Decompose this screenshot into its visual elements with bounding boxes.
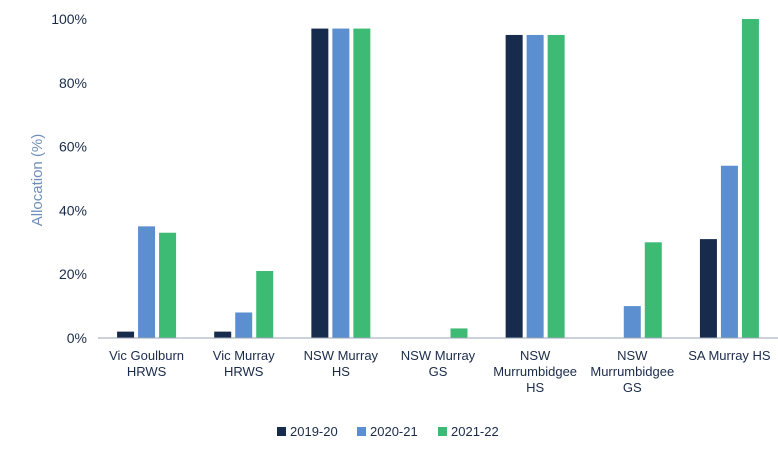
x-category-label: NSW Murrumbidgee HS: [493, 348, 577, 395]
bar: [159, 232, 177, 338]
x-axis-labels: Vic Goulburn HRWS Vic Murray HRWS NSW Murray…: [109, 348, 771, 395]
bar: [505, 34, 523, 338]
bar: [332, 28, 350, 338]
y-tick-label: 20%: [59, 266, 87, 282]
x-category-label: Vic Murray HRWS: [213, 348, 275, 379]
legend-label: 2019-20: [290, 424, 338, 439]
y-axis-label: Allocation (%): [29, 134, 46, 227]
x-category-label: NSW Murray GS: [401, 348, 476, 379]
legend-swatch: [357, 427, 366, 436]
y-tick-label: 80%: [59, 75, 87, 91]
y-tick-label: 100%: [51, 11, 87, 27]
x-category-label: SA Murray HS: [688, 348, 771, 363]
bar: [138, 226, 156, 338]
bar: [720, 165, 738, 338]
bar: [256, 271, 274, 338]
legend: 2019-20 2020-21 2021-22: [277, 424, 499, 439]
bar: [450, 328, 468, 338]
bar: [353, 28, 371, 338]
y-tick-label: 60%: [59, 139, 87, 155]
bar: [235, 312, 253, 338]
bar: [311, 28, 329, 338]
bar: [699, 239, 717, 338]
y-tick-label: 40%: [59, 202, 87, 218]
legend-label: 2020-21: [370, 424, 418, 439]
legend-label: 2021-22: [451, 424, 499, 439]
x-category-label: NSW Murray HS: [304, 348, 379, 379]
bar: [547, 34, 565, 338]
bar: [741, 19, 759, 338]
x-category-label: NSW Murrumbidgee GS: [590, 348, 674, 395]
bar: [623, 306, 641, 338]
bars: [117, 19, 759, 338]
y-tick-label: 0%: [67, 330, 87, 346]
bar: [526, 34, 544, 338]
bar: [117, 331, 135, 338]
bar: [214, 331, 232, 338]
y-axis-ticks: 0% 20% 40% 60% 80% 100%: [51, 11, 87, 346]
legend-swatch: [277, 427, 286, 436]
legend-swatch: [438, 427, 447, 436]
x-category-label: Vic Goulburn HRWS: [109, 348, 184, 379]
bar: [644, 242, 662, 338]
